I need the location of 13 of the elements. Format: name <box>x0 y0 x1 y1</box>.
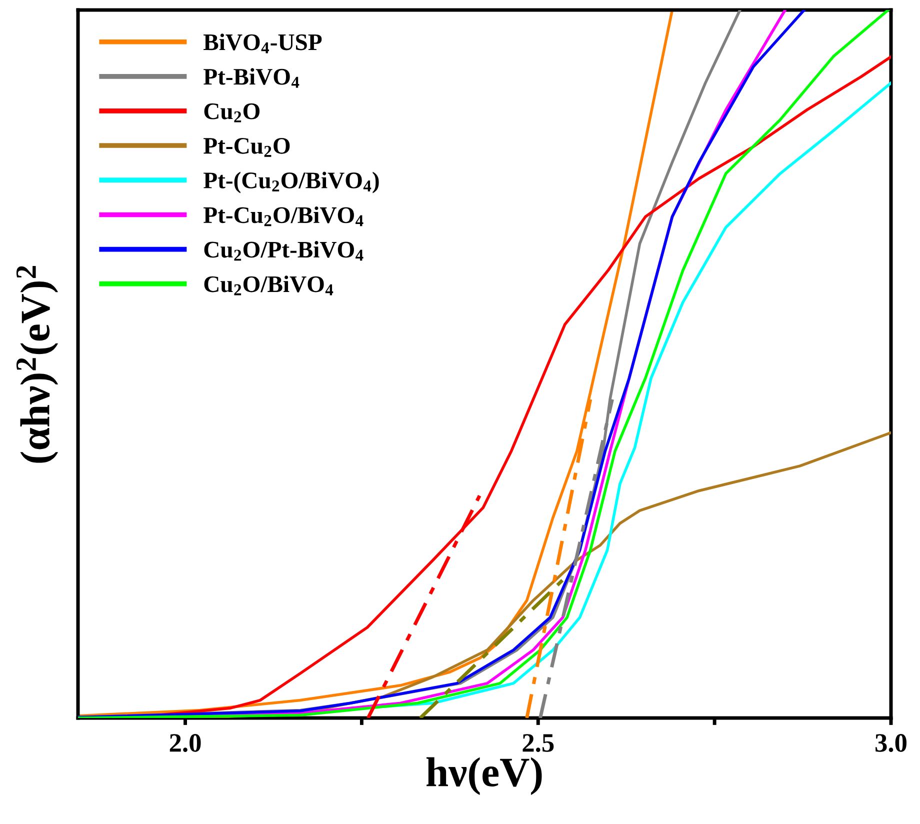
x-tick-label: 2.0 <box>170 734 201 752</box>
legend-label: Pt-BiVO$_{4}$ <box>204 68 300 88</box>
legend-label: Pt-(Cu$_{2}$O/BiVO$_{4}$) <box>204 172 379 194</box>
legend-label: Cu$_{2}$O/BiVO$_{4}$ <box>204 276 334 296</box>
legend-label: Pt-Cu$_{2}$O/BiVO$_{4}$ <box>204 206 364 226</box>
legend-label: Cu$_{2}$O <box>204 103 260 122</box>
legend-label: BiVO$_{4}$-USP <box>204 34 322 54</box>
x-axis-title: hν(eV) <box>426 757 542 795</box>
x-tick-label: 3.0 <box>876 734 906 752</box>
x-tick-label: 2.5 <box>522 734 554 752</box>
y-axis-title: (αhν)$^{2}$(eV)$^{2}$ <box>16 266 58 463</box>
legend-label: Pt-Cu$_{2}$O <box>204 138 290 157</box>
legend-label: Cu$_{2}$O/Pt-BiVO$_{4}$ <box>204 241 364 261</box>
